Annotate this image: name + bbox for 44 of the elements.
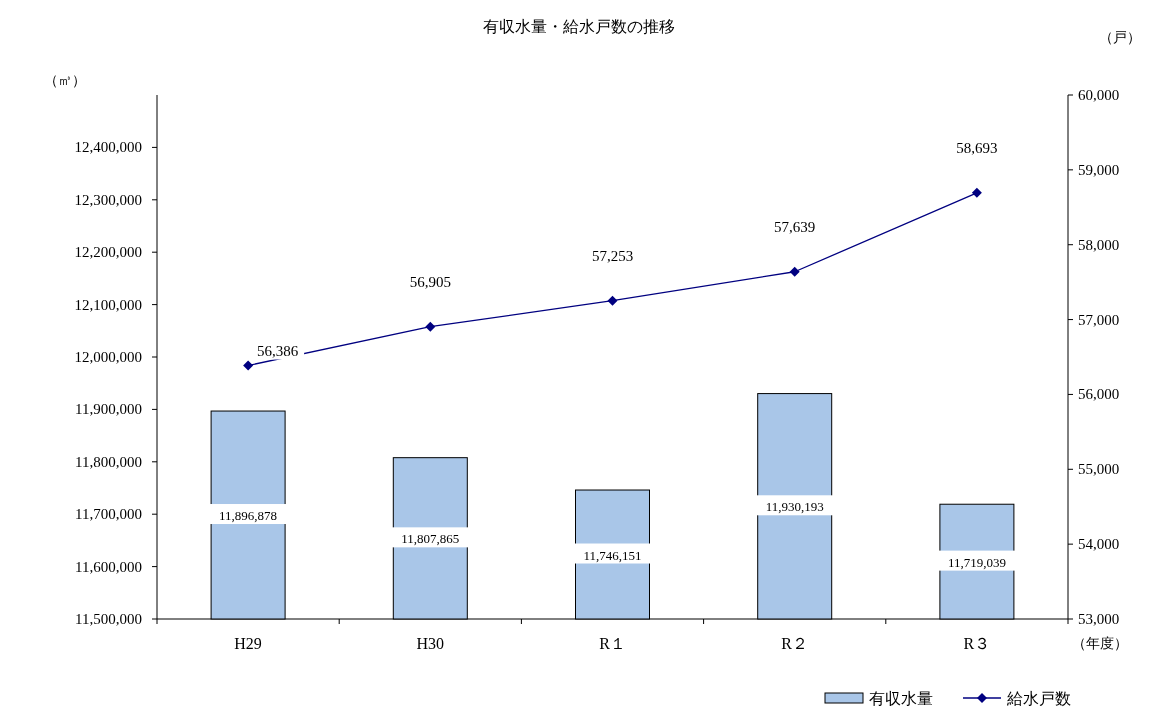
data-label: 56,905 bbox=[409, 273, 451, 290]
x-tick-label: R２ bbox=[781, 635, 809, 652]
x-tick-label: H30 bbox=[416, 635, 445, 652]
y2-tick-label: 54,000 bbox=[1078, 536, 1120, 553]
y-tick-label: 11,500,000 bbox=[75, 611, 142, 627]
point bbox=[425, 321, 436, 332]
data-label: 56,386 bbox=[257, 342, 299, 359]
y2-tick-label: 58,000 bbox=[1078, 236, 1120, 253]
y2-tick-label: 60,000 bbox=[1078, 87, 1120, 103]
y-tick-label: 12,100,000 bbox=[74, 296, 142, 313]
legend-label: 有収水量 bbox=[869, 690, 933, 707]
y-tick-label: 11,700,000 bbox=[75, 506, 142, 523]
data-label: 11,807,865 bbox=[401, 531, 460, 547]
y-tick-label: 12,000,000 bbox=[74, 349, 142, 365]
y-tick-label: 11,800,000 bbox=[75, 453, 142, 470]
data-label: 57,639 bbox=[774, 218, 816, 235]
x-tick-label: H29 bbox=[234, 635, 262, 652]
data-label: 11,930,193 bbox=[765, 499, 824, 515]
y-tick-label: 11,900,000 bbox=[75, 401, 142, 418]
y2-tick-label: 59,000 bbox=[1078, 161, 1120, 178]
y-tick-label: 12,300,000 bbox=[74, 191, 142, 208]
data-label: 58,693 bbox=[956, 139, 998, 156]
x-axis-title: （年度） bbox=[1072, 636, 1128, 651]
point bbox=[243, 360, 254, 371]
y-tick-label: 12,200,000 bbox=[74, 244, 142, 261]
y2-tick-label: 55,000 bbox=[1078, 461, 1120, 478]
y2-tick-label: 53,000 bbox=[1078, 611, 1120, 627]
point bbox=[607, 295, 618, 306]
x-tick-label: R１ bbox=[599, 635, 626, 652]
data-label: 11,719,039 bbox=[947, 554, 1006, 570]
y2-tick-label: 57,000 bbox=[1078, 311, 1120, 328]
data-label: 57,253 bbox=[591, 247, 634, 264]
data-label: 11,896,878 bbox=[219, 508, 278, 524]
point bbox=[789, 266, 800, 277]
chart-title: 有収水量・給水戸数の推移 bbox=[483, 18, 675, 35]
y-tick-label: 12,400,000 bbox=[74, 139, 142, 156]
legend-label: 給水戸数 bbox=[1006, 690, 1071, 707]
point bbox=[971, 187, 982, 198]
x-tick-label: R３ bbox=[963, 635, 991, 652]
y2-tick-label: 56,000 bbox=[1078, 386, 1120, 403]
y-tick-label: 11,600,000 bbox=[75, 558, 142, 575]
data-label: 11,746,151 bbox=[583, 547, 642, 563]
y-axis-title: （㎥） bbox=[44, 73, 86, 88]
y2-axis-title: （戸） bbox=[1099, 30, 1141, 45]
